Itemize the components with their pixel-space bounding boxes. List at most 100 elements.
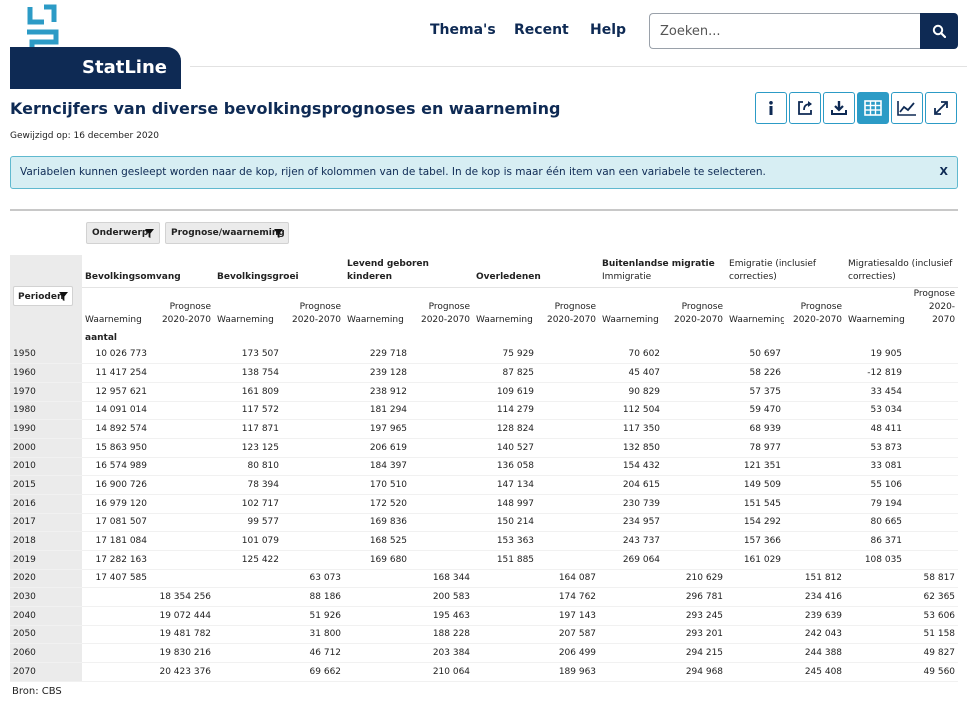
fullscreen-button[interactable] [925, 92, 957, 124]
table-cell: 16 900 726 [82, 475, 150, 495]
filter-prognose-waarneming[interactable]: Prognose/waarneming [165, 222, 289, 244]
subcol-waarneming: Waarneming [599, 286, 664, 330]
row-period: 2016 [10, 494, 82, 514]
table-cell: 75 929 [473, 345, 538, 365]
filter-onderwerp[interactable]: Onderwerp [86, 222, 160, 244]
table-cell [599, 587, 664, 607]
table-cell: 125 422 [214, 550, 283, 570]
table-cell: 210 064 [410, 662, 474, 682]
download-icon [831, 101, 847, 115]
table-cell [599, 643, 664, 663]
table-cell: 151 812 [784, 569, 846, 589]
table-cell [845, 606, 906, 626]
table-cell [473, 606, 538, 626]
table-cell: 170 510 [344, 475, 411, 495]
table-cell [473, 625, 538, 645]
table-cell: 19 481 782 [150, 625, 215, 645]
subcolumn-header-row: Waarneming Prognose 2020-2070 Waarneming Pr… [10, 286, 959, 330]
subcol-prognose: Prognose 2020-2070 [663, 286, 727, 330]
table-cell: 68 939 [726, 419, 785, 439]
table-cell: 204 615 [599, 475, 664, 495]
table-cell [537, 457, 600, 477]
table-cell [663, 363, 727, 383]
table-cell: 184 397 [344, 457, 411, 477]
table-cell [150, 419, 215, 439]
statline-logo[interactable]: StatLine [10, 0, 181, 89]
table-cell [150, 401, 215, 421]
nav-recent[interactable]: Recent [514, 22, 569, 38]
table-cell: 164 087 [537, 569, 600, 589]
row-period: 2017 [10, 513, 82, 533]
table-cell: 229 718 [344, 345, 411, 365]
subcol-prognose: Prognose 2020-2070 [282, 286, 345, 330]
row-period: 2040 [10, 606, 82, 626]
table-cell: 99 577 [214, 513, 283, 533]
table-row: 1960 11 417 254 138 754 239 128 87 825 45 407… [10, 363, 959, 383]
nav-themas[interactable]: Thema's [430, 22, 496, 38]
perioden-filter[interactable]: Perioden [13, 286, 73, 306]
data-table: Perioden Bevolkingsomvang Bevolkingsgroe… [10, 255, 959, 682]
table-cell: 79 194 [845, 494, 906, 514]
table-cell [905, 531, 959, 551]
table-cell: 86 371 [845, 531, 906, 551]
table-cell [150, 345, 215, 365]
table-cell [663, 401, 727, 421]
table-view-button[interactable] [857, 92, 889, 124]
table-cell: 206 619 [344, 438, 411, 458]
table-row: 2030 18 354 256 88 186 200 583 174 762 296 78… [10, 587, 959, 607]
group-bevolkingsomvang: Bevolkingsomvang [82, 255, 215, 288]
table-cell [473, 643, 538, 663]
table-cell [784, 382, 846, 402]
table-cell [784, 550, 846, 570]
table-cell: 46 712 [282, 643, 345, 663]
table-cell: 16 979 120 [82, 494, 150, 514]
search-button[interactable] [920, 13, 958, 49]
table-cell [410, 513, 474, 533]
table-cell: 234 957 [599, 513, 664, 533]
table-cell [150, 550, 215, 570]
table-cell: 11 417 254 [82, 363, 150, 383]
table-cell: 57 375 [726, 382, 785, 402]
table-cell: 18 354 256 [150, 587, 215, 607]
subcol-prognose: Prognose 2020-2070 [784, 286, 846, 330]
table-row: 1980 14 091 014 117 572 181 294 114 279 112 5… [10, 401, 959, 421]
table-cell [82, 662, 150, 682]
table-cell [537, 531, 600, 551]
table-cell [905, 345, 959, 365]
table-cell [663, 419, 727, 439]
info-button[interactable] [755, 92, 787, 124]
search-input[interactable] [649, 13, 921, 49]
share-button[interactable] [789, 92, 821, 124]
table-cell [410, 457, 474, 477]
table-cell [150, 382, 215, 402]
table-cell [214, 587, 283, 607]
row-period: 2010 [10, 457, 82, 477]
group-migratiesaldo-label: Migratiesaldo (inclusief correcties) [848, 258, 953, 282]
table-icon [864, 100, 882, 116]
table-cell: 294 215 [663, 643, 727, 663]
table-cell [282, 475, 345, 495]
table-cell [905, 475, 959, 495]
table-cell: 153 363 [473, 531, 538, 551]
table-cell [282, 345, 345, 365]
table-cell [82, 606, 150, 626]
page-title: Kerncijfers van diverse bevolkingsprogno… [10, 99, 561, 118]
table-cell [784, 494, 846, 514]
table-cell: 51 926 [282, 606, 345, 626]
table-cell: 53 606 [905, 606, 959, 626]
toolbar [755, 92, 957, 124]
download-button[interactable] [823, 92, 855, 124]
group-migratiesaldo: Migratiesaldo (inclusief correcties) [845, 255, 959, 288]
subcol-waarneming: Waarneming [473, 286, 538, 330]
row-period: 1980 [10, 401, 82, 421]
table-cell [726, 625, 785, 645]
group-emigratie: Emigratie (inclusief correcties) [726, 255, 846, 288]
notice-close-button[interactable]: X [939, 165, 948, 178]
table-cell [726, 606, 785, 626]
row-period: 2050 [10, 625, 82, 645]
table-cell: 181 294 [344, 401, 411, 421]
nav-help[interactable]: Help [590, 22, 627, 38]
chart-view-button[interactable] [891, 92, 923, 124]
table-cell [845, 643, 906, 663]
table-cell [663, 438, 727, 458]
